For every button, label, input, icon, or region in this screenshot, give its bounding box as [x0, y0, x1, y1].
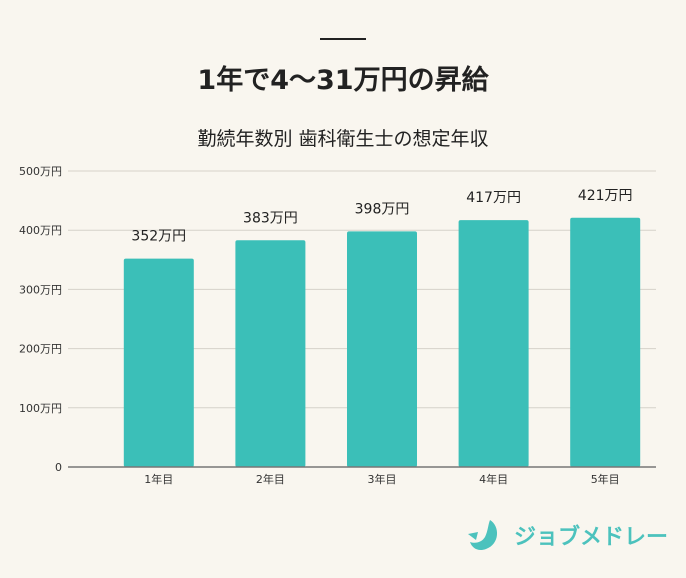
logo-text: ジョブメドレー [514, 525, 669, 550]
bar [123, 258, 194, 467]
logo: ジョブメドレー [466, 518, 668, 552]
y-tick-label: 0 [55, 461, 62, 474]
title-rule [320, 38, 366, 40]
page-title: 1年で4～31万円の昇給 [197, 65, 489, 96]
data-label: 398万円 [355, 201, 410, 217]
bar [570, 217, 641, 467]
x-tick-label: 3年目 [368, 472, 397, 486]
y-tick-label: 500万円 [19, 165, 62, 178]
y-tick-label: 300万円 [19, 283, 62, 296]
bar [458, 220, 529, 467]
bar [235, 240, 306, 467]
y-tick-label: 200万円 [19, 343, 62, 356]
y-tick-label: 400万円 [19, 224, 62, 237]
y-tick-label: 100万円 [19, 402, 62, 415]
bar-chart: 0 100万円 200万円 300万円 400万円 500万円 352万円 1年目 383万円 2… [19, 165, 656, 486]
chart-title: 勤続年数別 歯科衛生士の想定年収 [197, 128, 489, 150]
x-tick-label: 1年目 [144, 472, 173, 486]
data-label: 417万円 [466, 190, 521, 206]
bar [347, 231, 417, 467]
x-tick-label: 5年目 [591, 472, 620, 486]
data-label: 383万円 [243, 210, 298, 226]
x-tick-label: 2年目 [256, 472, 285, 486]
logo-mark-icon [468, 520, 498, 551]
data-label: 352万円 [131, 229, 186, 245]
data-label: 421万円 [578, 188, 633, 204]
x-tick-label: 4年目 [479, 472, 508, 486]
